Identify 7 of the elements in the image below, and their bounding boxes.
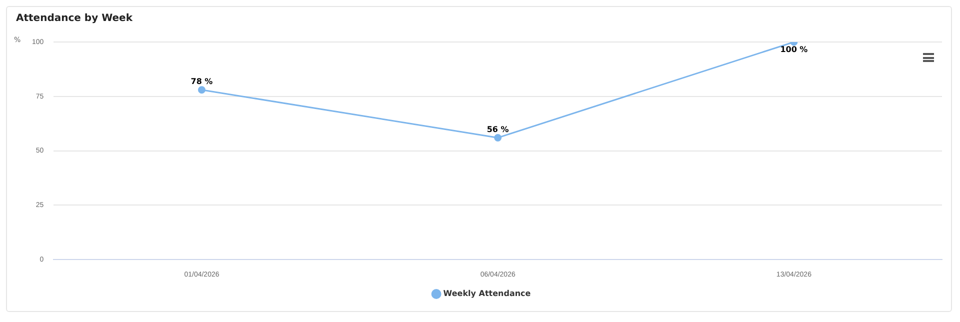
point	[494, 134, 502, 142]
legend-label: Weekly Attendance	[443, 289, 532, 298]
data-label: 78 %	[190, 76, 213, 86]
data-label: 56 %	[486, 124, 509, 134]
point	[198, 86, 206, 94]
chart-title: Attendance by Week	[16, 13, 132, 24]
data-label: 100 %	[780, 45, 808, 54]
